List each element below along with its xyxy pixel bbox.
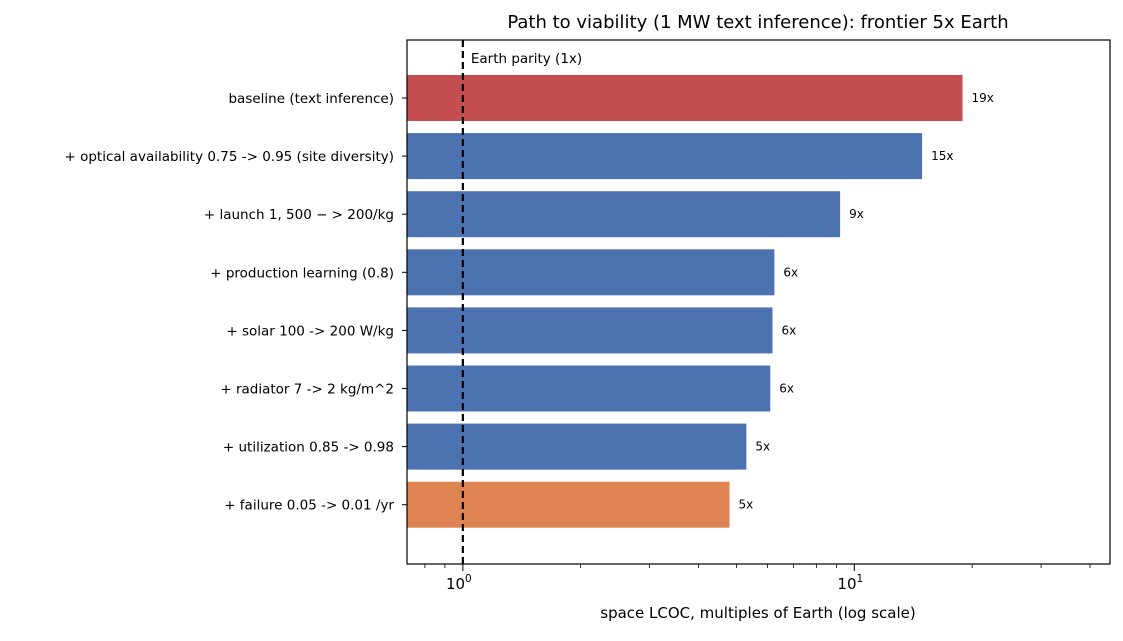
category-label: baseline (text inference) (228, 91, 394, 107)
category-label: + solar 100 -> 200 W/kg (226, 323, 394, 339)
category-label: + radiator 7 -> 2 kg/m^2 (220, 382, 394, 398)
x-axis-label: space LCOC, multiples of Earth (log scal… (600, 604, 915, 622)
category-label: + utilization 0.85 -> 0.98 (223, 440, 394, 456)
chart-title: Path to viability (1 MW text inference):… (507, 12, 1008, 33)
category-label: + failure 0.05 -> 0.01 /yr (224, 498, 394, 514)
bar (407, 365, 771, 412)
bar (407, 307, 773, 354)
earth-parity-label: Earth parity (1x) (471, 51, 582, 67)
x-tick-label: 101 (837, 573, 863, 593)
bar-value-label: 19x (972, 91, 994, 105)
x-axis: 100 101 (424, 564, 1091, 593)
bar (407, 133, 923, 180)
category-label: + launch 1, 500 − > 200/kg (204, 207, 394, 223)
bar-value-label: 6x (779, 382, 794, 396)
bar-value-label: 5x (739, 498, 754, 512)
bar (407, 423, 747, 470)
plot-frame (406, 39, 1111, 565)
bar (407, 191, 841, 238)
category-label: + optical availability 0.75 -> 0.95 (sit… (64, 149, 394, 165)
bar (407, 75, 963, 121)
reference-line-group: Earth parity (1x) (461, 40, 582, 564)
bars-layer: 19x 15x 9x 6x 6x 6x 5x 5x (407, 75, 994, 528)
bar (407, 249, 775, 296)
bar (407, 481, 730, 528)
y-axis: baseline (text inference) + optical avail… (64, 91, 407, 514)
bar-value-label: 9x (849, 207, 864, 221)
x-tick-label: 100 (446, 573, 472, 593)
category-label: + production learning (0.8) (210, 265, 394, 281)
bar-value-label: 6x (781, 323, 796, 337)
bar-value-label: 6x (783, 265, 798, 279)
bar-value-label: 15x (931, 149, 953, 163)
bar-value-label: 5x (755, 440, 770, 454)
